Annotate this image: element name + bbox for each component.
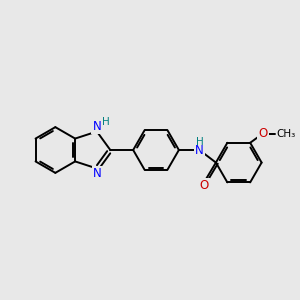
Text: H: H bbox=[196, 137, 204, 147]
Text: O: O bbox=[258, 127, 267, 140]
Text: CH₃: CH₃ bbox=[276, 129, 295, 139]
Text: H: H bbox=[102, 117, 110, 127]
Text: O: O bbox=[200, 179, 209, 192]
Text: N: N bbox=[93, 167, 102, 180]
Text: N: N bbox=[92, 120, 101, 133]
Text: N: N bbox=[195, 143, 204, 157]
